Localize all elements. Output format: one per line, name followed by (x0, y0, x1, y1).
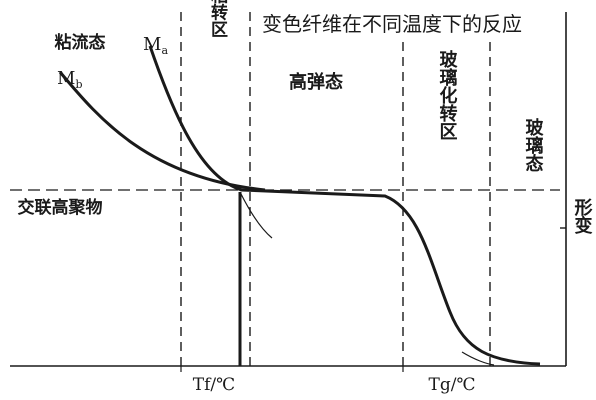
label-tg: Tg/℃ (429, 375, 476, 395)
label-deformation: 形变 (572, 198, 593, 235)
label-viscous-state: 粘流态 (55, 32, 106, 53)
curve-extension (239, 191, 273, 239)
label-tf: Tf/℃ (193, 375, 235, 395)
label-mb: Mb (57, 68, 82, 91)
diagram-title: 变色纤维在不同温度下的反应 (258, 8, 526, 37)
curve-ma (148, 45, 541, 366)
label-ma: Ma (143, 34, 168, 57)
label-glass-transition-zone: 玻璃化转区 (437, 49, 458, 140)
curve-mb (58, 71, 266, 192)
label-crosslinked-polymer: 交联高聚物 (18, 197, 103, 218)
label-rubbery-state: 高弹态 (289, 71, 343, 93)
label-transition-zone: 粘转区 (207, 0, 228, 38)
curve-extension (461, 351, 495, 366)
label-glassy-state: 玻璃态 (523, 117, 544, 172)
